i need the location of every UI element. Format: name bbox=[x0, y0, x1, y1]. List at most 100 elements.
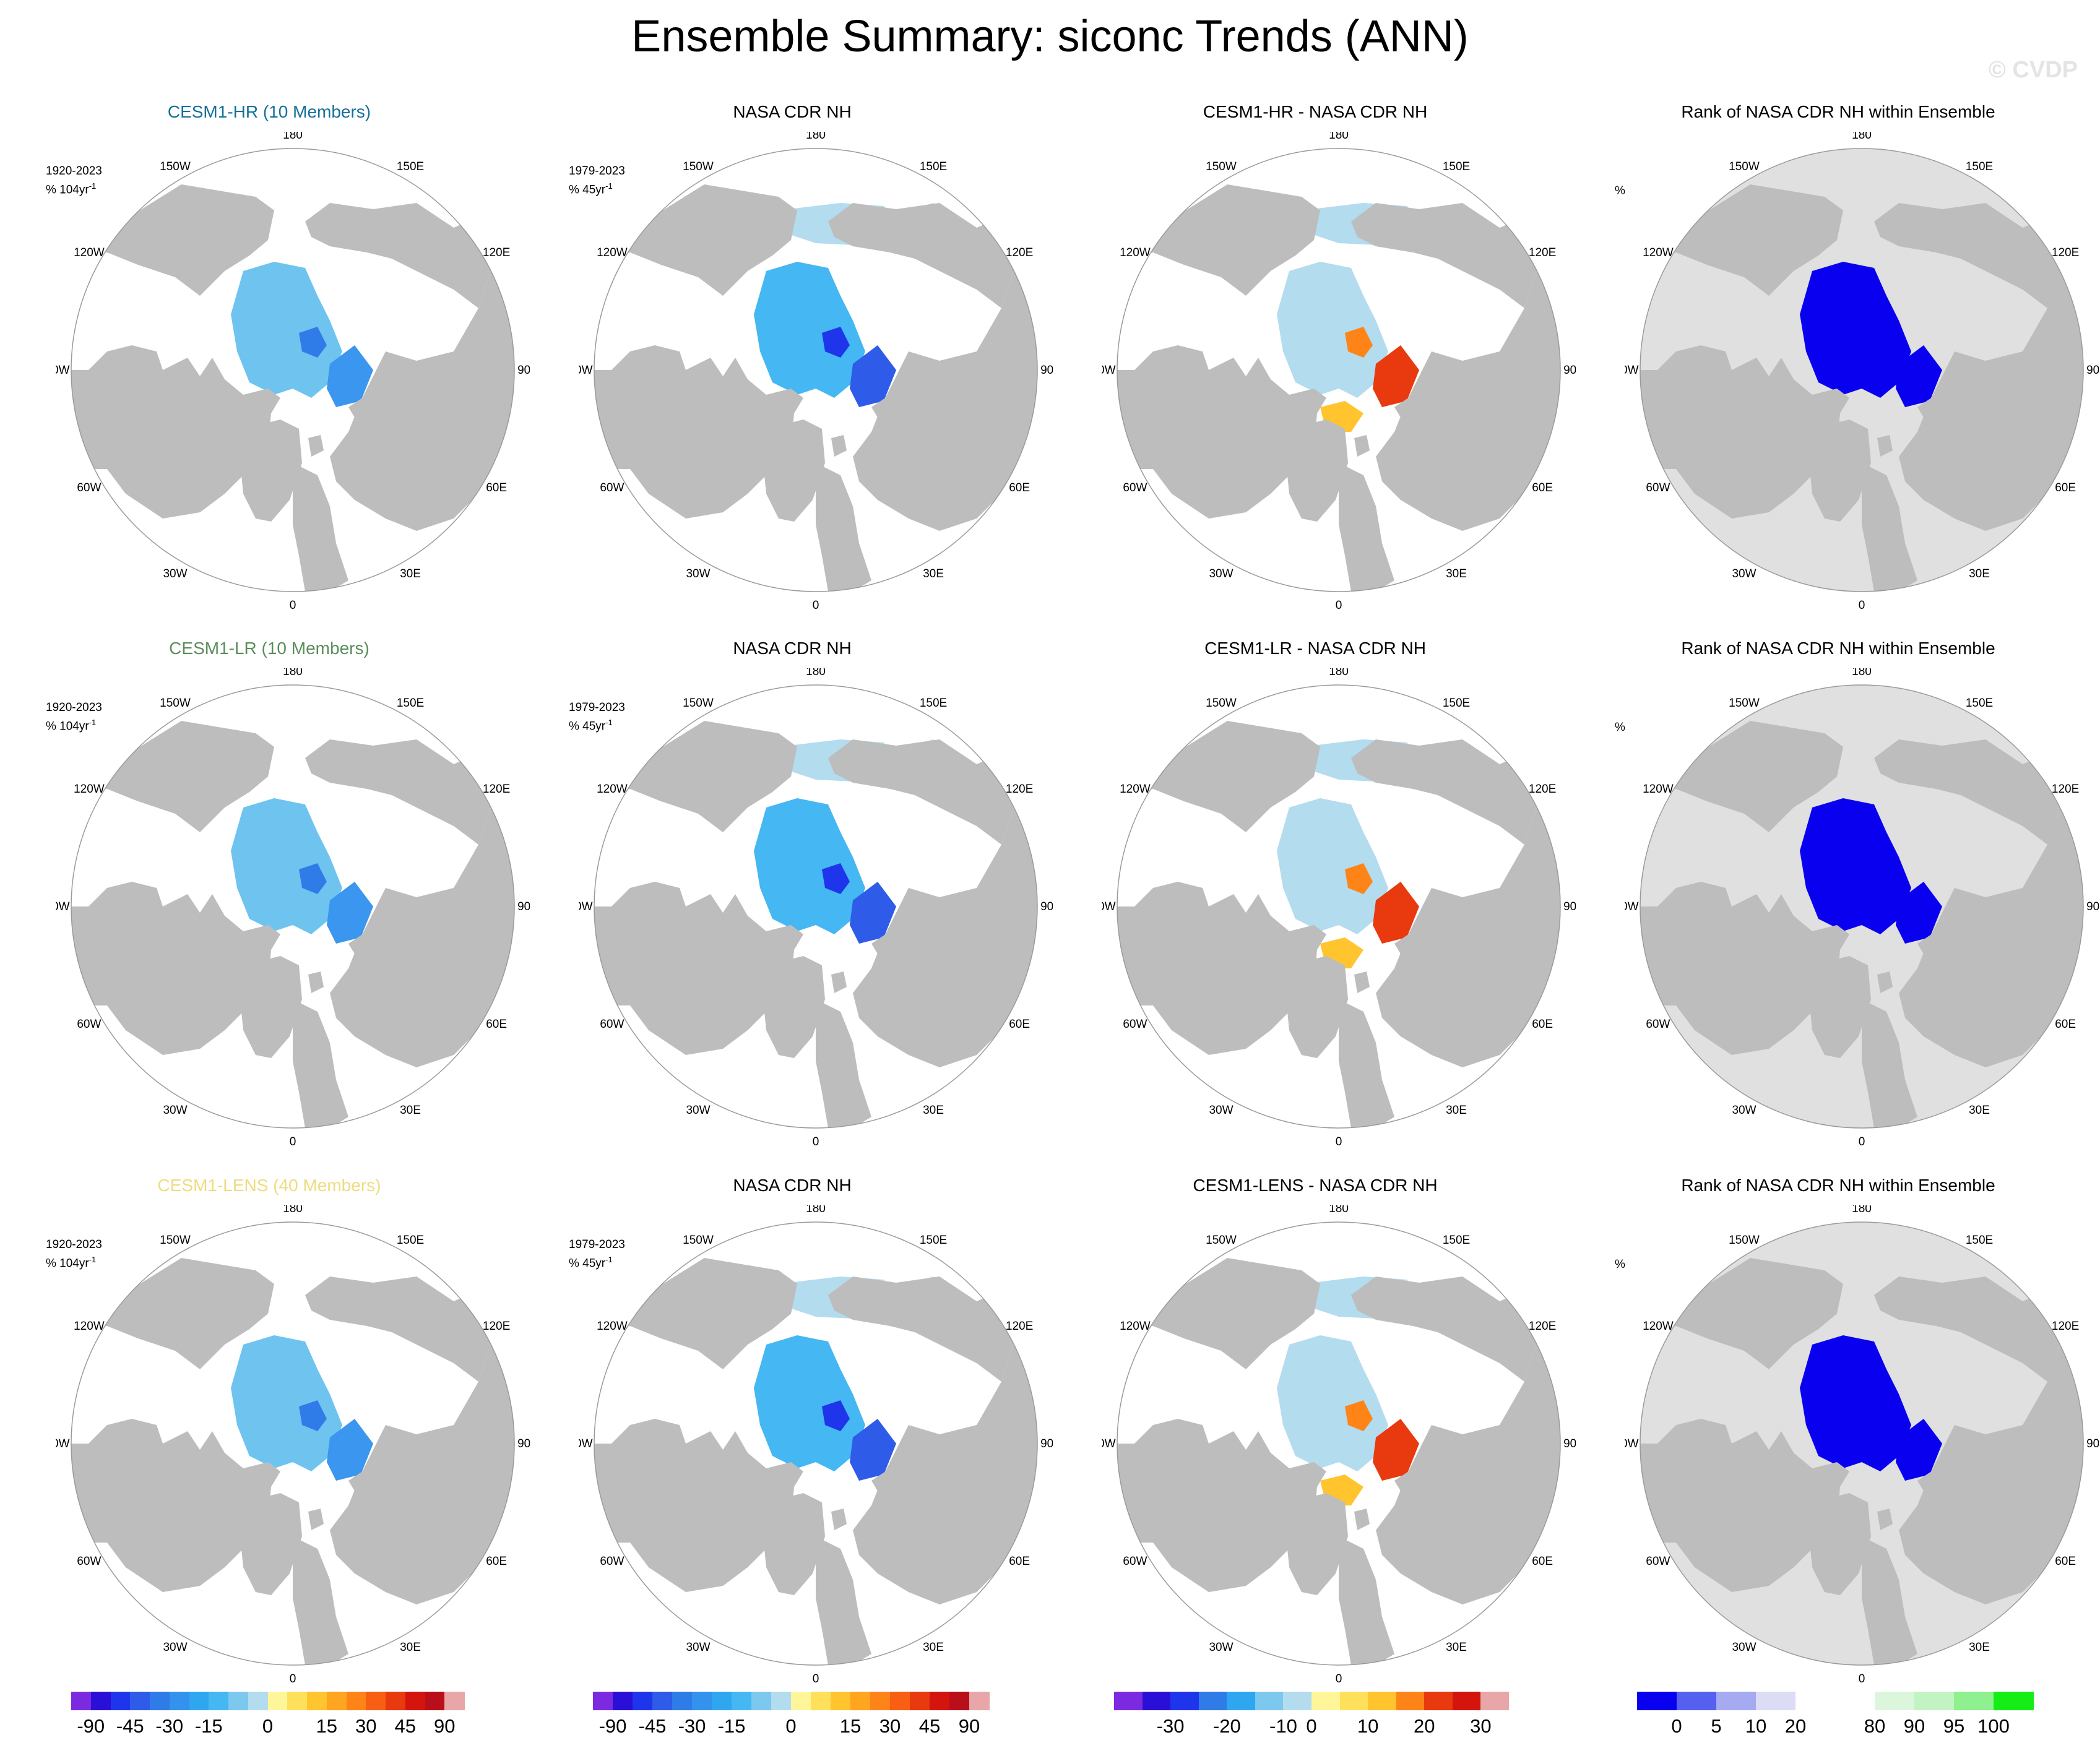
longitude-label: 30W bbox=[163, 1104, 187, 1117]
land-mass bbox=[1394, 395, 1425, 438]
land-mass bbox=[293, 463, 348, 592]
land-mass bbox=[1862, 1536, 1917, 1665]
land-mass bbox=[1376, 1307, 1560, 1604]
longitude-label: 150W bbox=[1729, 1234, 1760, 1247]
land-mass bbox=[1354, 971, 1370, 993]
polar-stereographic-map: 180 150E 120E 90E 60E 30E 0 30W 60W 90W 120W 150W bbox=[579, 1205, 1053, 1686]
trend-period: 1979-2023 bbox=[569, 701, 625, 714]
land-mass bbox=[599, 721, 797, 832]
colorbar-swatch bbox=[692, 1692, 712, 1710]
longitude-label: 120E bbox=[2052, 246, 2079, 259]
colorbar-tick-label: 100 bbox=[1977, 1715, 2010, 1737]
colorbar-tick-label: -10 bbox=[1269, 1715, 1297, 1737]
longitude-label: 150E bbox=[1966, 160, 1993, 173]
longitude-label: 60E bbox=[2055, 1555, 2076, 1568]
colorbar-tick-label: 15 bbox=[839, 1715, 862, 1737]
longitude-label: 150E bbox=[920, 160, 947, 173]
longitude-label: 90W bbox=[1102, 1437, 1116, 1450]
longitude-label: 180 bbox=[1852, 668, 1872, 678]
panel-title: CESM1-LENS (40 Members) bbox=[157, 1176, 381, 1195]
colorbar-tick-label: 90 bbox=[1903, 1715, 1925, 1737]
longitude-label: 90W bbox=[579, 364, 593, 377]
land-mass bbox=[1899, 1307, 2083, 1604]
obs-panel: NASA CDR NH 180 150E 120E 90E 60E 30E 0 30W 60W 90… bbox=[548, 639, 1053, 1158]
land-mass bbox=[1117, 1419, 1326, 1592]
trend-period: 1920-2023 bbox=[46, 165, 102, 178]
longitude-label: 30W bbox=[163, 567, 187, 580]
colorbar-swatch bbox=[1227, 1692, 1256, 1710]
longitude-label: 60E bbox=[486, 1018, 507, 1031]
longitude-label: 30E bbox=[923, 1104, 944, 1117]
longitude-label: 30E bbox=[923, 567, 944, 580]
seaice-trend-region-barents bbox=[1373, 1419, 1419, 1481]
land-mass bbox=[1874, 1277, 2083, 1382]
longitude-label: 120E bbox=[1006, 246, 1033, 259]
model-panel: CESM1-LR (10 Members) 180 150E 120E 90E 60E 30… bbox=[25, 639, 530, 1158]
colorbar-swatch bbox=[1795, 1692, 1836, 1710]
colorbar-swatch bbox=[712, 1692, 732, 1710]
longitude-label: 60W bbox=[77, 1018, 101, 1031]
land-mass bbox=[1645, 184, 1843, 296]
seaice-trend-region-barents bbox=[327, 345, 373, 407]
colorbar-tick-label: 80 bbox=[1864, 1715, 1886, 1737]
colorbar: -30 -20 -10 0 10 20 30 bbox=[1114, 1692, 1510, 1737]
obs-panel: NASA CDR NH 180 150E 120E 90E 60E 30E 0 30W 60W 90… bbox=[548, 102, 1053, 622]
longitude-label: 180 bbox=[1852, 1205, 1872, 1215]
seaice-trend-region-arctic bbox=[754, 1335, 865, 1471]
diff-panel: CESM1-LENS - NASA CDR NH 180 150E 120E 90E 60… bbox=[1071, 1176, 1576, 1695]
longitude-label: 30E bbox=[400, 1104, 421, 1117]
seaice-trend-region-barents bbox=[327, 882, 373, 944]
colorbar-tick-label: 0 bbox=[785, 1715, 797, 1737]
land-mass bbox=[1877, 971, 1893, 993]
longitude-label: 150E bbox=[1443, 697, 1470, 710]
land-mass bbox=[599, 184, 797, 296]
longitude-label: 30E bbox=[400, 1641, 421, 1654]
longitude-label: 0 bbox=[813, 599, 819, 612]
longitude-label: 30E bbox=[1446, 567, 1467, 580]
longitude-label: 30W bbox=[163, 1641, 187, 1654]
colorbar-swatch bbox=[307, 1692, 327, 1710]
trend-units: % bbox=[1615, 184, 1625, 197]
longitude-label: 150W bbox=[160, 697, 191, 710]
trend-annotation: 1920-2023 % 104yr-1 bbox=[46, 700, 102, 734]
longitude-label: 90W bbox=[56, 1437, 70, 1450]
seaice-trend-region-barents bbox=[327, 1419, 373, 1481]
trend-units: % 45yr-1 bbox=[569, 1255, 613, 1270]
colorbar-swatch bbox=[267, 1692, 288, 1710]
longitude-label: 60W bbox=[1123, 1555, 1147, 1568]
rank-panel: Rank of NASA CDR NH within Ensemble 180 15… bbox=[1594, 102, 2099, 622]
longitude-label: 120W bbox=[1643, 246, 1674, 259]
longitude-label: 180 bbox=[1852, 132, 1872, 142]
colorbar-tick-label: -45 bbox=[638, 1715, 667, 1737]
land-mass bbox=[1877, 435, 1893, 457]
longitude-label: 90E bbox=[2086, 900, 2099, 913]
colorbar-tick-label: -20 bbox=[1212, 1715, 1241, 1737]
seaice-trend-region-kara bbox=[299, 327, 327, 358]
land-mass bbox=[348, 931, 379, 975]
longitude-label: 30W bbox=[686, 1641, 710, 1654]
colorbar-tick-label: 20 bbox=[1414, 1715, 1435, 1737]
land-mass bbox=[1354, 435, 1370, 457]
longitude-label: 60E bbox=[1532, 481, 1553, 494]
land-mass bbox=[1809, 1493, 1871, 1595]
land-mass bbox=[828, 1277, 1037, 1382]
longitude-label: 150E bbox=[397, 697, 424, 710]
land-mass bbox=[240, 420, 302, 522]
seaice-trend-region-arctic bbox=[754, 798, 865, 934]
longitude-label: 90W bbox=[1102, 364, 1116, 377]
longitude-label: 180 bbox=[283, 132, 303, 142]
longitude-label: 0 bbox=[1336, 1135, 1342, 1148]
colorbar-swatch bbox=[228, 1692, 249, 1710]
panel-title: CESM1-HR (10 Members) bbox=[167, 102, 371, 121]
colorbar-swatch bbox=[150, 1692, 170, 1710]
longitude-label: 60E bbox=[1532, 1018, 1553, 1031]
colorbar-tick-label: 95 bbox=[1943, 1715, 1965, 1737]
colorbar-swatch bbox=[90, 1692, 111, 1710]
colorbar-tick-label: -90 bbox=[598, 1715, 627, 1737]
longitude-label: 90W bbox=[1625, 364, 1639, 377]
colorbar-tick-label: 45 bbox=[394, 1715, 416, 1737]
panel-title: Rank of NASA CDR NH within Ensemble bbox=[1681, 639, 1995, 658]
land-mass bbox=[1862, 999, 1917, 1128]
land-mass bbox=[1286, 420, 1348, 522]
longitude-label: 180 bbox=[283, 668, 303, 678]
